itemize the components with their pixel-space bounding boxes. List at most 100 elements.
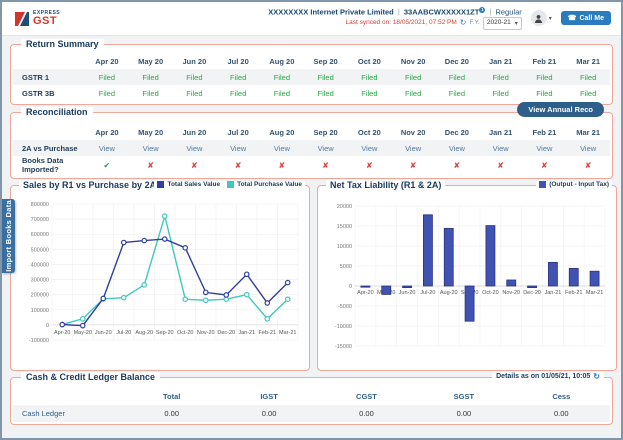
filed-status: Filed	[492, 72, 509, 82]
view-link[interactable]: View	[230, 143, 247, 153]
ledger-value: 0.00	[164, 409, 179, 418]
ledger-table: Total IGST CGST SGST Cess Cash Ledger 0.00 0.00…	[13, 388, 610, 422]
reconciliation-title: Reconciliation	[21, 107, 93, 117]
ledger-value: 0.00	[261, 409, 277, 418]
ledger-value: 0.00	[553, 409, 569, 418]
svg-text:May-20: May-20	[74, 330, 92, 336]
month-header: Mar 21	[576, 57, 600, 66]
ledger-row-label: Cash Ledger	[22, 409, 65, 418]
view-link[interactable]: View	[142, 143, 159, 153]
cross-icon: ✘	[409, 160, 417, 170]
last-synced-text: Last synced on: 18/05/2021, 07:52 PM	[345, 19, 457, 27]
express-gst-logo: EXPRESS GST	[14, 9, 61, 27]
cross-icon: ✘	[191, 160, 198, 170]
sync-refresh-icon[interactable]: ↻	[459, 18, 467, 28]
month-header: Dec 20	[444, 128, 469, 137]
filed-status: Filed	[536, 88, 553, 98]
month-header: Dec 20	[444, 57, 469, 66]
logo-text-express: EXPRESS	[33, 9, 61, 16]
svg-text:Apr-20: Apr-20	[54, 330, 71, 336]
return-summary-section: Return Summary Apr 20 May 20 Jun 20 Jul 20 A…	[10, 39, 613, 105]
registration-type: Regular	[495, 7, 522, 17]
view-link[interactable]: View	[405, 143, 422, 153]
view-link[interactable]: View	[448, 143, 465, 153]
user-icon	[535, 14, 543, 23]
view-link[interactable]: View	[273, 143, 290, 153]
net-tax-chart-title: Net Tax Liability (R1 & 2A)	[326, 180, 446, 190]
view-link[interactable]: View	[580, 143, 597, 153]
filed-status: Filed	[404, 72, 422, 82]
fy-dropdown[interactable]: 2020-21 ▾	[482, 17, 522, 31]
check-icon: ✔	[103, 160, 111, 170]
svg-text:0: 0	[349, 284, 352, 290]
filed-status: Filed	[579, 88, 597, 98]
top-header: EXPRESS GST XXXXXXXX Internet Private Li…	[2, 2, 621, 36]
svg-text:Jul-20: Jul-20	[116, 330, 131, 336]
sales-chart-title: Sales by R1 vs Purchase by 2A	[19, 180, 161, 190]
cross-icon: ✘	[322, 160, 329, 170]
filed-status: Filed	[536, 72, 553, 82]
avatar-caret-icon[interactable]: ▾	[548, 15, 552, 22]
svg-text:Oct-20: Oct-20	[482, 290, 499, 296]
user-menu[interactable]: ▾	[530, 10, 552, 27]
svg-text:10000: 10000	[337, 244, 352, 250]
return-type-label: GSTR 3B	[22, 88, 55, 98]
net-tax-chart-card: Net Tax Liability (R1 & 2A) (Output - In…	[317, 180, 617, 371]
filed-status: Filed	[317, 72, 334, 82]
svg-text:-5000: -5000	[338, 304, 352, 310]
net-tax-chart-legend: (Output - Input Tax)	[536, 181, 612, 188]
view-link[interactable]: View	[536, 143, 553, 153]
svg-text:20000: 20000	[337, 204, 352, 210]
avatar[interactable]	[530, 10, 547, 27]
reconciliation-table: Apr 20 May 20 Jun 20 Jul 20 Aug 20 Sep 20 Oct …	[13, 125, 610, 174]
sales-chart-legend: Total Sales Value Total Purchase Value	[154, 181, 305, 188]
view-link[interactable]: View	[361, 143, 378, 153]
svg-text:-10000: -10000	[335, 324, 352, 330]
month-header: Jan 21	[488, 128, 513, 137]
ledger-refresh-icon[interactable]: ↻	[593, 372, 600, 381]
month-header: Feb 21	[532, 128, 557, 137]
month-header: Jul 20	[227, 57, 249, 66]
logo-icon	[15, 11, 29, 26]
svg-text:Feb-21: Feb-21	[565, 290, 582, 296]
view-annual-reco-button[interactable]: View Annual Reco	[517, 102, 604, 117]
ledger-column-header: SGST	[453, 392, 475, 401]
svg-text:0: 0	[46, 323, 49, 329]
cross-icon: ✘	[234, 160, 242, 170]
svg-text:Aug-20: Aug-20	[440, 290, 458, 296]
svg-text:500000: 500000	[31, 247, 49, 253]
call-me-button[interactable]: ☎ Call Me	[560, 11, 611, 26]
logo-text-gst: GST	[33, 14, 58, 27]
svg-text:Nov-20: Nov-20	[197, 330, 215, 336]
legend-item: Total Purchase Value	[227, 181, 302, 188]
cross-icon: ✘	[497, 160, 504, 170]
view-link[interactable]: View	[186, 143, 203, 153]
ledger-column-header: IGST	[260, 392, 278, 401]
filed-status: Filed	[98, 88, 115, 98]
ledger-column-header: Total	[163, 392, 181, 401]
svg-text:5000: 5000	[340, 264, 352, 270]
svg-text:Jun-20: Jun-20	[399, 290, 416, 296]
svg-text:-15000: -15000	[335, 344, 352, 350]
filed-status: Filed	[186, 88, 203, 98]
legend-swatch	[157, 181, 165, 188]
svg-text:700000: 700000	[31, 217, 49, 223]
svg-text:Apr-20: Apr-20	[357, 290, 374, 296]
company-name: XXXXXXXX Internet Private Limited	[268, 7, 394, 17]
cross-icon: ✘	[278, 160, 286, 170]
import-books-data-tab[interactable]: Import Books Data	[2, 199, 15, 273]
legend-swatch	[539, 181, 547, 188]
table-row: GSTR 3B Filed Filed Filed Filed Filed Filed Fil…	[13, 85, 610, 101]
svg-text:Aug-20: Aug-20	[135, 330, 153, 336]
svg-text:Sep-20: Sep-20	[156, 330, 174, 336]
filed-status: Filed	[142, 88, 159, 98]
month-header: Oct 20	[357, 57, 381, 66]
return-summary-title: Return Summary	[21, 39, 104, 49]
view-link[interactable]: View	[98, 143, 115, 153]
legend-swatch	[227, 181, 235, 188]
table-row: Books Data Imported? ✔ ✘ ✘ ✘ ✘ ✘ ✘ ✘ ✘ ✘ ✘ ✘	[13, 156, 610, 174]
month-header: Feb 21	[532, 57, 557, 66]
view-link[interactable]: View	[317, 143, 334, 153]
view-link[interactable]: View	[492, 143, 509, 153]
